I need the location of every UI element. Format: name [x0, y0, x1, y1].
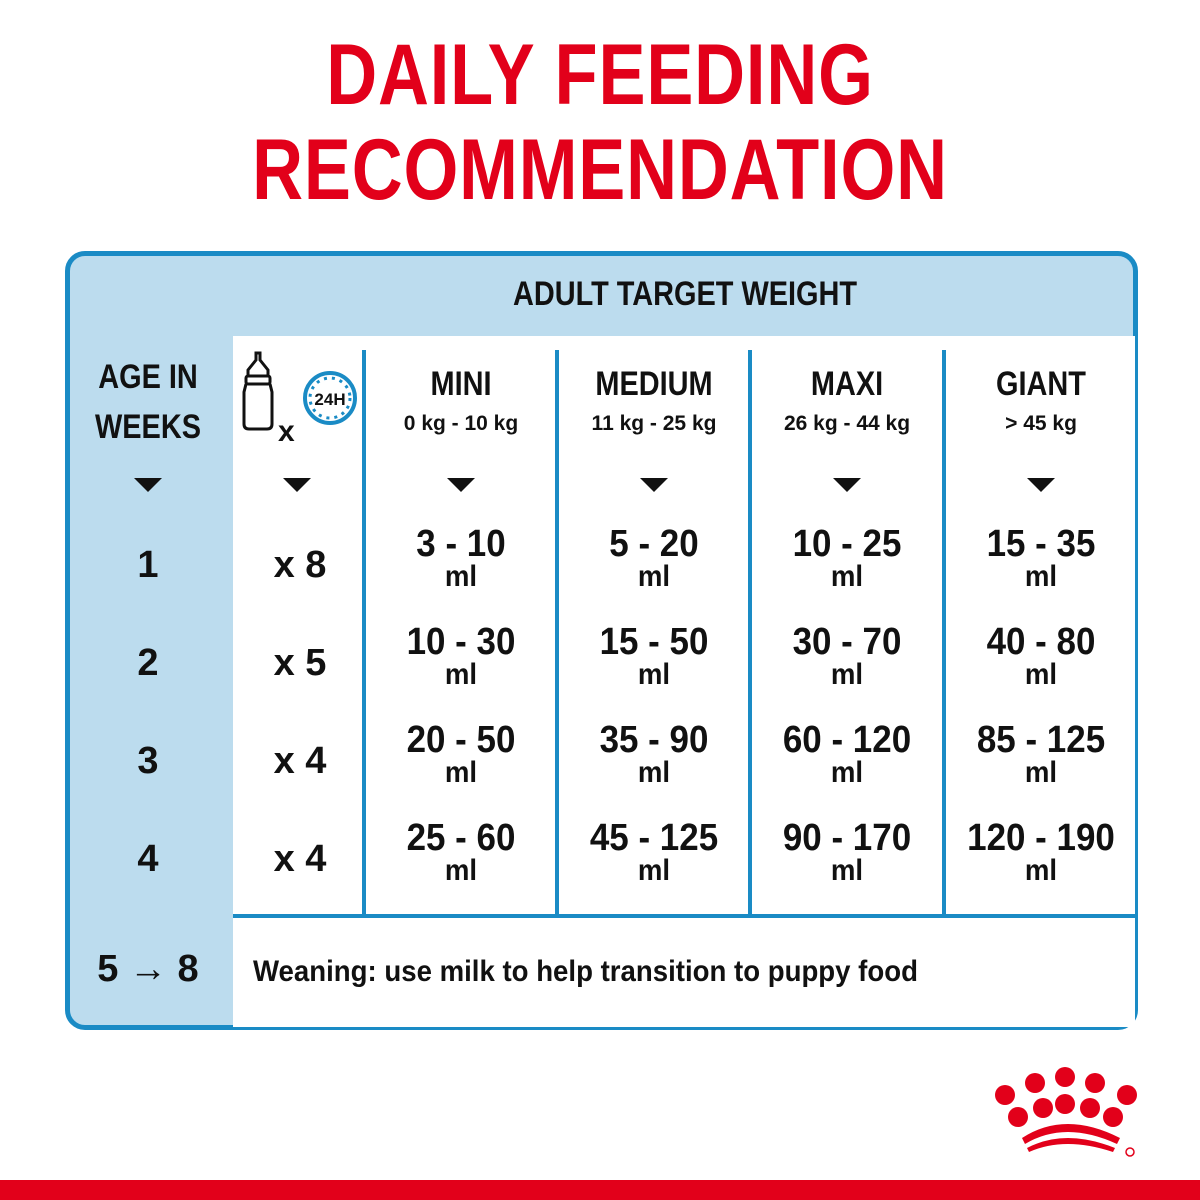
feedings-per-day: x 4 [273, 838, 327, 880]
unit: ml [444, 854, 478, 887]
age-header-line: WEEKS [95, 408, 201, 446]
amount: 90 - 170 [782, 817, 912, 859]
svg-text:x: x [278, 415, 295, 448]
milk-amount-cell: 5 - 20 ml [609, 523, 699, 593]
milk-amount-cell: 120 - 190 ml [967, 817, 1115, 887]
title-line-1: DAILY FEEDING [326, 27, 874, 123]
age-week: 1 [137, 544, 159, 586]
weaning-text: Weaning: use milk to help transition to … [253, 955, 918, 988]
milk-amount-cell: 90 - 170 ml [782, 817, 912, 887]
milk-amount-cell: 3 - 10 ml [416, 523, 506, 593]
feedings-per-day: x 8 [273, 544, 327, 586]
column-weight-range: > 45 kg [1005, 412, 1077, 435]
age-week: 4 [137, 838, 159, 880]
unit: ml [830, 756, 864, 789]
age-week: 2 [137, 642, 159, 684]
unit: ml [830, 854, 864, 887]
unit: ml [637, 560, 671, 593]
amount: 40 - 80 [986, 621, 1096, 663]
milk-amount-cell: 45 - 125 ml [589, 817, 719, 887]
divider [748, 350, 752, 916]
amount: 30 - 70 [792, 621, 902, 663]
divider [942, 350, 946, 916]
down-arrow-icon [447, 478, 475, 492]
unit: ml [830, 560, 864, 593]
divider [555, 350, 559, 916]
amount: 85 - 125 [976, 719, 1106, 761]
column-header-maxi: MAXI [810, 365, 884, 403]
bottle-per-24h-icon: x 24H [238, 348, 360, 448]
unit: ml [444, 560, 478, 593]
amount: 35 - 90 [599, 719, 709, 761]
down-arrow-icon [283, 478, 311, 492]
adult-target-weight-header: ADULT TARGET WEIGHT [512, 275, 858, 313]
unit: ml [1024, 756, 1058, 789]
milk-amount-cell: 60 - 120 ml [782, 719, 912, 789]
feedings-per-day: x 4 [273, 740, 327, 782]
column-header-mini: MINI [430, 365, 492, 403]
age-week: 3 [137, 740, 159, 782]
table-body [233, 336, 1135, 1027]
milk-amount-cell: 20 - 50 ml [406, 719, 516, 789]
amount: 5 - 20 [609, 523, 699, 565]
unit: ml [637, 854, 671, 887]
column-header-medium: MEDIUM [595, 365, 713, 403]
unit: ml [1024, 560, 1058, 593]
divider [362, 350, 366, 916]
column-weight-range: 0 kg - 10 kg [403, 412, 519, 435]
milk-amount-cell: 30 - 70 ml [792, 621, 902, 691]
down-arrow-icon [640, 478, 668, 492]
amount: 15 - 50 [599, 621, 709, 663]
unit: ml [637, 756, 671, 789]
milk-amount-cell: 10 - 25 ml [792, 523, 902, 593]
down-arrow-icon [1027, 478, 1055, 492]
milk-amount-cell: 10 - 30 ml [406, 621, 516, 691]
unit: ml [444, 658, 478, 691]
unit: ml [830, 658, 864, 691]
amount: 10 - 25 [792, 523, 902, 565]
down-arrow-icon [134, 478, 162, 492]
amount: 45 - 125 [589, 817, 719, 859]
royal-canin-logo [985, 1060, 1145, 1160]
title-line-2: RECOMMENDATION [252, 122, 948, 218]
amount: 20 - 50 [406, 719, 516, 761]
unit: ml [444, 756, 478, 789]
milk-amount-cell: 40 - 80 ml [986, 621, 1096, 691]
column-weight-range: 26 kg - 44 kg [783, 412, 911, 435]
down-arrow-icon [833, 478, 861, 492]
column-weight-range: 11 kg - 25 kg [591, 412, 717, 435]
age-header: AGE IN WEEKS [95, 352, 201, 452]
milk-amount-cell: 35 - 90 ml [599, 719, 709, 789]
amount: 15 - 35 [986, 523, 1096, 565]
milk-amount-cell: 15 - 50 ml [599, 621, 709, 691]
amount: 25 - 60 [406, 817, 516, 859]
brand-red-bar [0, 1180, 1200, 1200]
amount: 120 - 190 [967, 817, 1115, 859]
milk-amount-cell: 25 - 60 ml [406, 817, 516, 887]
svg-text:24H: 24H [314, 390, 345, 409]
divider [233, 914, 1135, 918]
milk-amount-cell: 15 - 35 ml [986, 523, 1096, 593]
amount: 60 - 120 [782, 719, 912, 761]
amount: 3 - 10 [416, 523, 506, 565]
weaning-age: 5 → 8 [97, 948, 199, 990]
unit: ml [637, 658, 671, 691]
feedings-per-day: x 5 [273, 642, 327, 684]
unit: ml [1024, 658, 1058, 691]
column-header-giant: GIANT [996, 365, 1086, 403]
age-header-line: AGE IN [98, 358, 198, 396]
unit: ml [1024, 854, 1058, 887]
amount: 10 - 30 [406, 621, 516, 663]
milk-amount-cell: 85 - 125 ml [976, 719, 1106, 789]
